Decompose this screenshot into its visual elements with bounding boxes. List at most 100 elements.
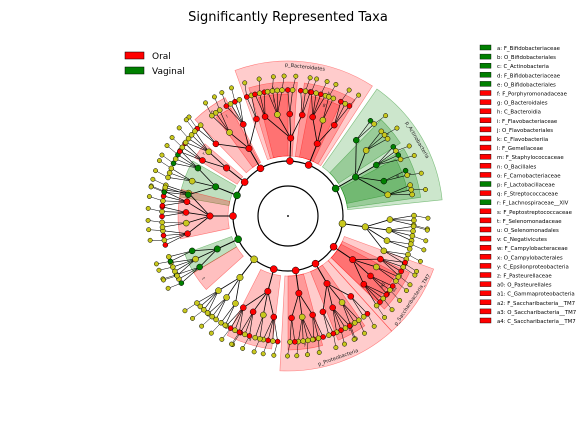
genus-node	[425, 228, 429, 232]
genus-node	[407, 144, 411, 148]
family-node	[253, 335, 258, 340]
family-node	[301, 339, 306, 344]
order-node	[213, 141, 219, 147]
genus-node	[408, 283, 412, 287]
family-node	[162, 238, 167, 243]
family-node	[303, 89, 308, 94]
genus-node	[190, 316, 194, 320]
genus-node	[252, 350, 256, 354]
key-swatch-a0	[480, 282, 491, 287]
key-label-n: n: O_Bacillales	[497, 164, 536, 170]
phylum-node-2	[305, 162, 312, 169]
genus-node	[243, 81, 247, 85]
key-swatch-n	[480, 163, 491, 168]
phylum-node-6	[312, 260, 319, 267]
family-node	[198, 123, 203, 128]
family-node	[409, 187, 414, 192]
genus-node	[342, 342, 346, 346]
genus-node	[154, 262, 158, 266]
family-node	[403, 168, 408, 173]
genus-node	[146, 227, 150, 231]
genus-node	[397, 298, 401, 302]
key-label-f: f: F_Porphyromonadaceae	[497, 92, 568, 98]
family-node	[160, 225, 165, 230]
genus-node	[308, 76, 312, 80]
key-label-c: c: C_Actinobacteria	[497, 64, 549, 70]
genus-node	[294, 74, 298, 78]
family-node	[310, 337, 315, 342]
genus-node	[347, 88, 351, 92]
order-node	[271, 314, 277, 320]
order-node	[339, 300, 345, 306]
branch-edge	[365, 227, 389, 230]
genus-node	[295, 354, 299, 358]
genus-node	[395, 126, 399, 130]
class-node-2	[314, 140, 320, 146]
key-label-y: y: C_Epsilonproteobacteria	[497, 264, 569, 270]
order-node	[373, 264, 379, 270]
genus-node	[146, 206, 150, 210]
genus-node	[423, 187, 427, 191]
key-swatch-e	[480, 81, 491, 86]
family-node	[411, 229, 416, 234]
legend-label-oral: Oral	[152, 52, 171, 62]
phylum-node-9	[251, 256, 258, 263]
key-swatch-a3	[480, 309, 491, 314]
family-node	[160, 214, 165, 219]
order-node	[189, 248, 195, 254]
class-node-9	[237, 274, 243, 280]
family-node	[244, 94, 249, 99]
key-label-p: p: F_Lactobacillaceae	[497, 183, 555, 189]
order-node	[381, 248, 387, 254]
key-label-a4: a4: C_Saccharibacteria__TM7	[497, 319, 576, 325]
family-node	[166, 175, 171, 180]
class-node-10	[214, 246, 220, 252]
genus-node	[424, 239, 428, 243]
order-node	[193, 256, 199, 262]
genus-node	[317, 350, 321, 354]
branch-edge	[212, 297, 226, 316]
family-node	[160, 209, 165, 214]
family-node	[169, 166, 174, 171]
genus-node	[422, 248, 426, 252]
family-node	[321, 334, 326, 339]
family-node	[252, 92, 257, 97]
order-node	[331, 122, 337, 128]
genus-node	[199, 324, 203, 328]
root-node	[287, 215, 289, 217]
family-node	[163, 185, 168, 190]
order-node	[240, 305, 246, 311]
genus-node	[412, 153, 416, 157]
genus-node	[220, 337, 224, 341]
key-swatch-c	[480, 63, 491, 68]
key-swatch-v	[480, 236, 491, 241]
order-node	[363, 147, 369, 153]
phylum-node-4	[339, 220, 346, 227]
order-node	[183, 220, 189, 226]
order-node	[320, 309, 326, 315]
family-node	[167, 170, 172, 175]
family-node	[398, 157, 403, 162]
family-node	[326, 333, 331, 338]
family-node	[314, 91, 319, 96]
family-node	[285, 88, 290, 93]
class-node-8	[265, 288, 271, 294]
genus-node	[372, 324, 376, 328]
genus-node	[382, 315, 386, 319]
phylum-node-7	[292, 267, 299, 274]
branch-edge	[192, 135, 209, 152]
branch-edge	[390, 216, 414, 220]
family-node	[290, 88, 295, 93]
order-node	[384, 238, 390, 244]
genus-node	[404, 288, 408, 292]
phylum-node-8	[270, 266, 277, 273]
key-swatch-a2	[480, 300, 491, 305]
genus-node	[212, 95, 216, 99]
key-label-a2: a2: F_Saccharibacteria__TM7	[497, 301, 575, 307]
key-swatch-m	[480, 154, 491, 159]
key-label-l: l: F_Gemellaceae	[497, 146, 544, 152]
family-node	[411, 218, 416, 223]
order-node	[348, 293, 354, 299]
key-label-z: z: F_Pasteurellaceae	[497, 274, 552, 280]
